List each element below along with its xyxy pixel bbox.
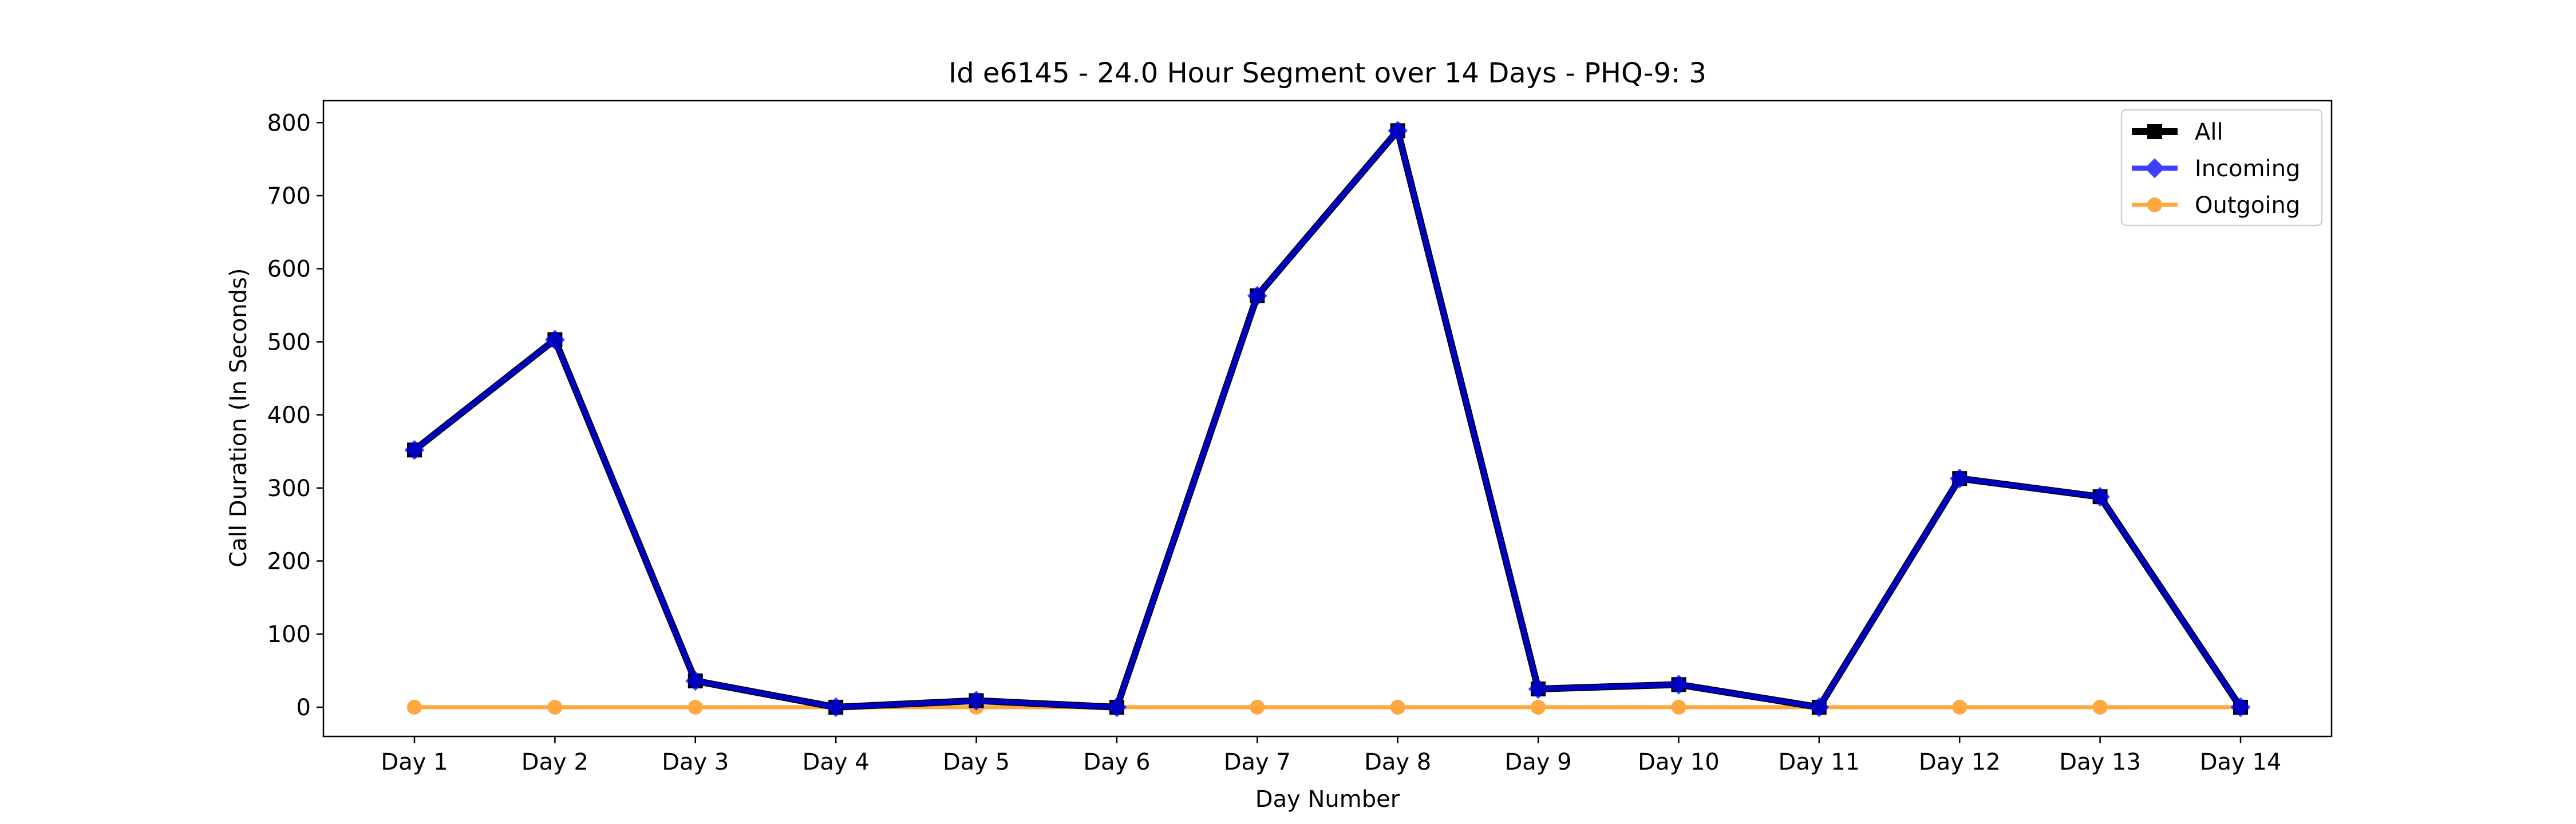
legend-item	[2132, 158, 2178, 179]
x-tick-label: Day 13	[2059, 749, 2141, 775]
y-tick-label: 100	[267, 621, 311, 648]
data-point	[966, 691, 986, 711]
chart-title: Id e6145 - 24.0 Hour Segment over 14 Day…	[949, 57, 1706, 89]
x-tick-label: Day 14	[2200, 749, 2282, 775]
data-point	[1528, 679, 1548, 699]
x-axis-title: Day Number	[1255, 786, 1400, 813]
data-point	[1669, 674, 1689, 695]
data-point	[685, 671, 706, 691]
x-tick-label: Day 8	[1364, 749, 1431, 775]
y-tick-label: 200	[267, 549, 311, 575]
y-axis: 0 100 200 300 400 500 600 700 800	[267, 110, 323, 721]
x-tick-label: Day 7	[1224, 749, 1291, 775]
data-point	[545, 330, 565, 350]
data-point	[688, 699, 703, 715]
x-tick-label: Day 12	[1919, 749, 2001, 775]
data-point	[1390, 699, 1405, 715]
x-tick-label: Day 10	[1638, 749, 1720, 775]
series-incoming	[404, 120, 2251, 718]
y-axis-title: Call Duration (In Seconds)	[226, 268, 252, 568]
legend-marker	[2147, 124, 2162, 139]
legend-label: Outgoing	[2195, 192, 2300, 219]
y-tick-label: 800	[267, 110, 311, 136]
data-point	[407, 699, 422, 715]
series-line	[413, 128, 2243, 710]
data-point	[1949, 468, 1970, 489]
y-tick-label: 400	[267, 402, 311, 429]
data-point	[2090, 486, 2110, 507]
y-tick-label: 600	[267, 256, 311, 283]
x-tick-label: Day 3	[662, 749, 729, 775]
legend-marker	[2147, 197, 2162, 212]
y-tick-label: 300	[267, 476, 311, 502]
legend-marker	[2144, 158, 2165, 179]
y-tick-label: 700	[267, 183, 311, 209]
data-point	[825, 697, 846, 718]
x-tick-label: Day 11	[1779, 749, 1860, 775]
x-tick-label: Day 6	[1083, 749, 1150, 775]
data-point	[1250, 699, 1265, 715]
plot-area	[322, 100, 2333, 738]
x-tick-label: Day 5	[943, 749, 1010, 775]
x-axis: Day 1 Day 2 Day 3 Day 4 Day 5 Day 6 Day 7 Day 8…	[381, 736, 2281, 775]
x-tick-label: Day 4	[803, 749, 870, 775]
data-point	[1671, 699, 1686, 715]
legend-label: Incoming	[2195, 156, 2300, 182]
x-tick-label: Day 2	[521, 749, 588, 775]
y-tick-label: 500	[267, 329, 311, 355]
legend-label: All	[2195, 119, 2223, 145]
legend-item	[2132, 124, 2178, 139]
series-layer	[404, 120, 2251, 718]
legend: All Incoming Outgoing	[2120, 109, 2323, 227]
legend-item	[2132, 197, 2178, 212]
data-point	[1388, 120, 1408, 141]
x-tick-label: Day 9	[1504, 749, 1571, 775]
data-point	[404, 440, 425, 460]
data-point	[1809, 697, 1830, 718]
plot-frame	[322, 100, 2333, 738]
data-point	[1952, 699, 1967, 715]
legend-frame	[2120, 109, 2323, 227]
data-point	[2230, 697, 2251, 718]
data-point	[1531, 699, 1546, 715]
x-tick-label: Day 1	[381, 749, 448, 775]
data-point	[1107, 697, 1127, 718]
data-point	[1247, 286, 1267, 306]
data-point	[2092, 699, 2108, 715]
y-tick-label: 0	[297, 695, 311, 721]
data-point	[547, 699, 563, 715]
